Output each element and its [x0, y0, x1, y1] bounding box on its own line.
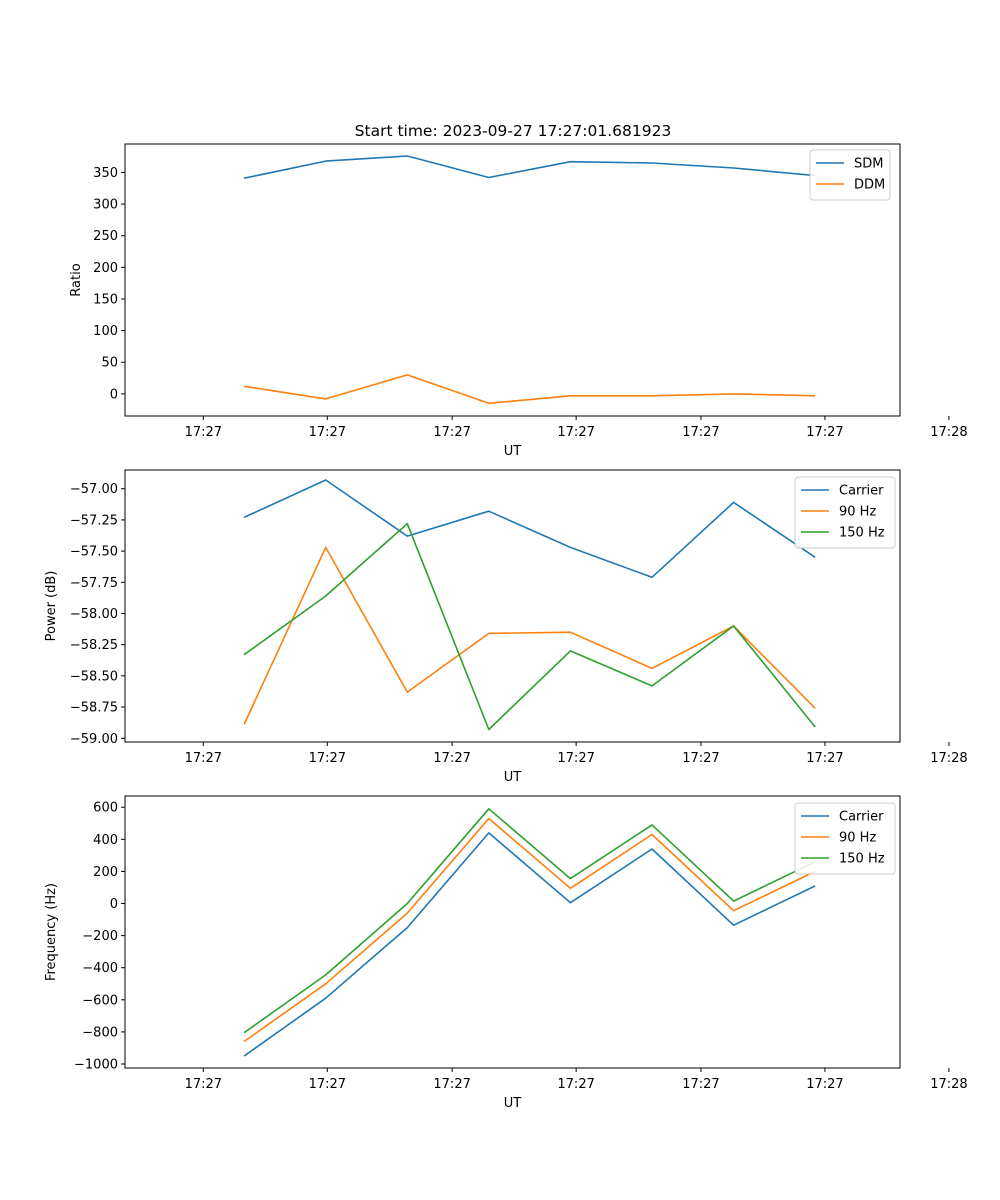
y-tick-label: −200	[82, 929, 118, 944]
subplots: 17:27 17:27 17:27 17:27 17:27 17:27 17:28 0 50 10…	[44, 143, 968, 1111]
legend-box	[794, 476, 896, 549]
x-tick-label: 17:28	[930, 1077, 967, 1092]
x-tick-label: 17:27	[309, 751, 346, 766]
y-tick-label: −57.75	[70, 576, 118, 591]
y-tick-label: −58.00	[70, 607, 118, 622]
subplot-3: 17:27 17:27 17:27 17:27 17:27 17:27 17:28 −1000…	[44, 795, 968, 1111]
x-axis-label: UT	[504, 444, 522, 459]
series-line-sdm	[243, 155, 816, 179]
figure-title: Start time: 2023-09-27 17:27:01.681923	[355, 122, 672, 140]
x-tick-label: 17:28	[930, 751, 967, 766]
legend-label: 90 Hz	[839, 505, 876, 520]
legend: Carrier 90 Hz 150 Hz	[794, 476, 896, 549]
x-tick-label: 17:27	[433, 1077, 470, 1092]
x-tick-label: 17:27	[682, 425, 719, 440]
y-tick-label: 100	[93, 324, 118, 339]
y-tick-label: −57.25	[70, 513, 118, 528]
x-tick-label: 17:28	[930, 425, 967, 440]
x-tick-label: 17:27	[682, 751, 719, 766]
x-tick-label: 17:27	[682, 1077, 719, 1092]
legend-box	[794, 802, 896, 875]
y-tick-label: 0	[110, 387, 118, 402]
series-line-150-hz	[243, 522, 816, 731]
y-tick-label: 400	[93, 833, 118, 848]
y-tick-label: 150	[93, 292, 118, 307]
subplot-1: 17:27 17:27 17:27 17:27 17:27 17:27 17:28 0 50 10…	[69, 143, 968, 459]
y-tick-label: 600	[93, 801, 118, 816]
y-axis-label: Ratio	[69, 263, 84, 296]
x-tick-label: 17:27	[557, 751, 594, 766]
x-tick-label: 17:27	[185, 1077, 222, 1092]
legend-label: SDM	[854, 157, 883, 172]
series-line-carrier	[243, 479, 816, 579]
y-tick-label: −58.50	[70, 669, 118, 684]
legend-label: Carrier	[839, 810, 884, 825]
subplot-2: 17:27 17:27 17:27 17:27 17:27 17:27 17:28 −59.0…	[44, 469, 968, 785]
x-tick-label: 17:27	[433, 751, 470, 766]
x-tick-label: 17:27	[185, 425, 222, 440]
y-tick-label: −58.25	[70, 638, 118, 653]
series-line-150-hz	[243, 807, 816, 1034]
y-axis-label: Power (dB)	[44, 571, 59, 642]
y-tick-label: 0	[110, 897, 118, 912]
y-tick-label: −800	[82, 1025, 118, 1040]
x-tick-label: 17:27	[309, 1077, 346, 1092]
y-tick-label: 300	[93, 198, 118, 213]
x-tick-label: 17:27	[806, 1077, 843, 1092]
x-tick-label: 17:27	[557, 1077, 594, 1092]
x-tick-label: 17:27	[309, 425, 346, 440]
legend: Carrier 90 Hz 150 Hz	[794, 802, 896, 875]
y-tick-label: −400	[82, 961, 118, 976]
x-axis-label: UT	[504, 770, 522, 785]
legend-label: Carrier	[839, 484, 884, 499]
series-line-ddm	[243, 374, 816, 405]
axes-frame	[124, 143, 901, 417]
legend-label: 150 Hz	[839, 526, 885, 541]
legend-label: DDM	[854, 178, 885, 193]
y-tick-label: −59.00	[70, 732, 118, 747]
y-tick-label: 200	[93, 865, 118, 880]
y-tick-label: 50	[101, 356, 118, 371]
legend-label: 150 Hz	[839, 852, 885, 867]
y-tick-label: 250	[93, 229, 118, 244]
x-tick-label: 17:27	[806, 425, 843, 440]
axes-frame	[124, 795, 901, 1069]
series-line-carrier	[243, 832, 816, 1057]
x-tick-label: 17:27	[557, 425, 594, 440]
y-tick-label: −57.50	[70, 545, 118, 560]
x-tick-label: 17:27	[185, 751, 222, 766]
x-tick-label: 17:27	[806, 751, 843, 766]
x-tick-label: 17:27	[433, 425, 470, 440]
x-axis-label: UT	[504, 1096, 522, 1111]
legend-label: 90 Hz	[839, 831, 876, 846]
series-line-90-hz	[243, 817, 816, 1043]
series-line-90-hz	[243, 546, 816, 725]
y-tick-label: −600	[82, 993, 118, 1008]
y-tick-label: −1000	[74, 1057, 118, 1072]
legend: SDM DDM	[809, 149, 891, 201]
axes-frame	[124, 469, 901, 743]
y-axis-label: Frequency (Hz)	[44, 883, 59, 981]
y-tick-label: 200	[93, 261, 118, 276]
y-tick-label: −58.75	[70, 701, 118, 716]
y-tick-label: 350	[93, 166, 118, 181]
y-tick-label: −57.00	[70, 482, 118, 497]
